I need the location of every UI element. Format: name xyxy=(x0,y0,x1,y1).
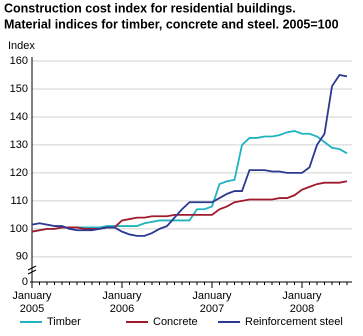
legend-label: Reinforcement steel xyxy=(245,316,343,328)
legend-label: Timber xyxy=(47,316,81,328)
y-tick-label: 140 xyxy=(10,111,28,123)
axis-break xyxy=(27,265,37,275)
x-tick-label: 2008 xyxy=(290,303,314,315)
chart-subtitle: Material indices for timber, concrete an… xyxy=(4,17,339,31)
y-tick-label: 130 xyxy=(10,139,28,151)
y-tick-label: 150 xyxy=(10,83,28,95)
x-tick-label: January xyxy=(192,290,232,302)
y-tick-label: 160 xyxy=(10,55,28,67)
series-line xyxy=(31,180,348,233)
y-tick-label: 110 xyxy=(10,195,28,207)
y-tick-label: 100 xyxy=(10,223,28,235)
x-tick-label: January xyxy=(282,290,322,302)
y-axis-label: Index xyxy=(8,40,35,52)
y-tick-label: 90 xyxy=(16,251,28,263)
series-line xyxy=(31,130,348,233)
y-tick-label: 120 xyxy=(10,167,28,179)
x-tick-label: 2007 xyxy=(200,303,224,315)
x-tick-label: January xyxy=(102,290,142,302)
y-tick-label: 0 xyxy=(22,276,28,288)
x-tick-label: 2006 xyxy=(110,303,134,315)
series-line xyxy=(31,73,348,237)
x-tick-label: January xyxy=(12,290,52,302)
x-tick-label: 2005 xyxy=(20,303,44,315)
chart-title: Construction cost index for residential … xyxy=(4,1,296,15)
legend-label: Concrete xyxy=(153,316,198,328)
